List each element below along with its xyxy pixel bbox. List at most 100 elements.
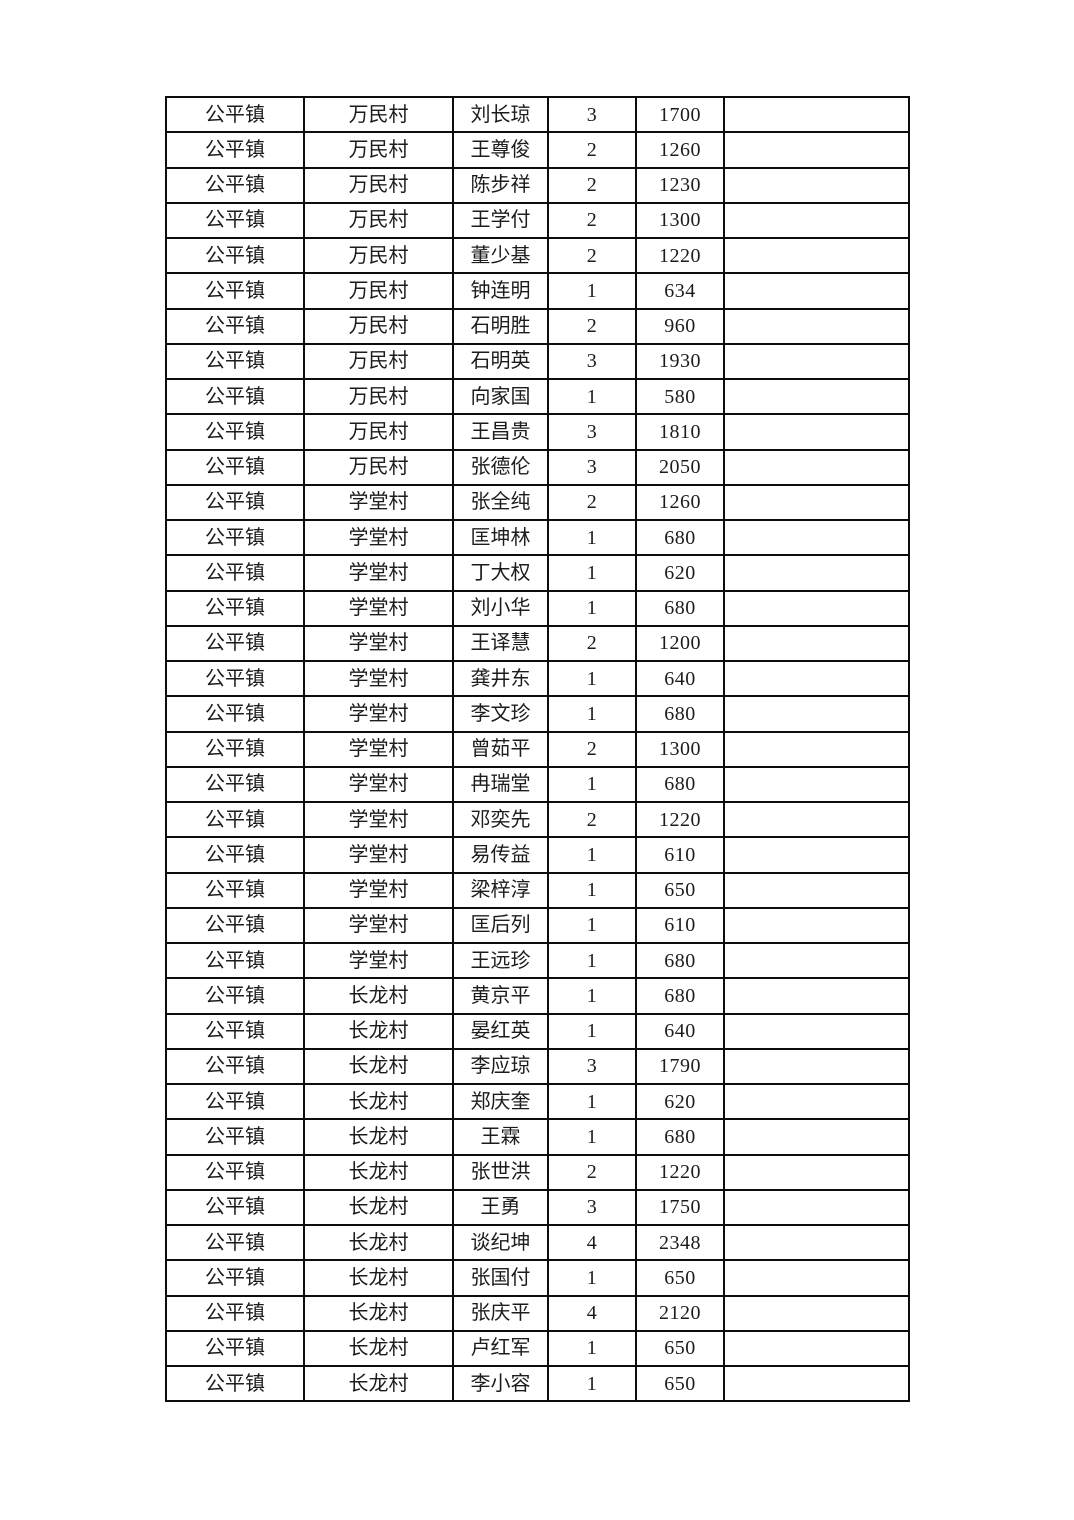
cell-amount: 1300 bbox=[635, 201, 725, 240]
cell-amount: 960 bbox=[635, 307, 725, 345]
cell-village: 长龙村 bbox=[303, 1223, 454, 1262]
cell-town: 公平镇 bbox=[165, 800, 305, 839]
cell-person-name: 郑庆奎 bbox=[452, 1082, 549, 1121]
table-row: 公平镇 长龙村 卢红军 1 650 bbox=[165, 1329, 910, 1368]
cell-village: 万民村 bbox=[303, 95, 454, 134]
table-row: 公平镇 长龙村 张庆平 4 2120 bbox=[165, 1294, 910, 1332]
cell-note bbox=[723, 624, 910, 663]
cell-count: 2 bbox=[547, 307, 637, 345]
cell-count: 3 bbox=[547, 448, 637, 486]
cell-amount: 680 bbox=[635, 1118, 725, 1156]
cell-village: 长龙村 bbox=[303, 1047, 454, 1086]
cell-note bbox=[723, 1294, 910, 1332]
cell-town: 公平镇 bbox=[165, 1259, 305, 1297]
cell-person-name: 邓奕先 bbox=[452, 800, 549, 839]
cell-count: 2 bbox=[547, 236, 637, 275]
cell-count: 3 bbox=[547, 413, 637, 451]
table-row: 公平镇 万民村 董少基 2 1220 bbox=[165, 236, 910, 275]
cell-count: 1 bbox=[547, 977, 637, 1015]
cell-count: 1 bbox=[547, 836, 637, 874]
cell-count: 2 bbox=[547, 131, 637, 169]
table-row: 公平镇 万民村 向家国 1 580 bbox=[165, 377, 910, 416]
table-row: 公平镇 长龙村 李小容 1 650 bbox=[165, 1364, 910, 1403]
table-row: 公平镇 长龙村 郑庆奎 1 620 bbox=[165, 1082, 910, 1121]
cell-town: 公平镇 bbox=[165, 1364, 305, 1403]
cell-amount: 2120 bbox=[635, 1294, 725, 1332]
cell-note bbox=[723, 1188, 910, 1227]
cell-note bbox=[723, 377, 910, 416]
cell-town: 公平镇 bbox=[165, 589, 305, 627]
table-row: 公平镇 万民村 王昌贵 3 1810 bbox=[165, 413, 910, 451]
cell-amount: 650 bbox=[635, 1329, 725, 1368]
cell-amount: 1200 bbox=[635, 624, 725, 663]
cell-amount: 1220 bbox=[635, 1153, 725, 1191]
cell-village: 万民村 bbox=[303, 201, 454, 240]
cell-town: 公平镇 bbox=[165, 201, 305, 240]
cell-village: 学堂村 bbox=[303, 730, 454, 768]
cell-person-name: 匡后列 bbox=[452, 906, 549, 945]
table-row: 公平镇 长龙村 黄京平 1 680 bbox=[165, 977, 910, 1015]
table-row: 公平镇 学堂村 邓奕先 2 1220 bbox=[165, 800, 910, 839]
table-row: 公平镇 长龙村 王勇 3 1750 bbox=[165, 1188, 910, 1227]
cell-count: 2 bbox=[547, 166, 637, 204]
cell-amount: 1220 bbox=[635, 800, 725, 839]
cell-note bbox=[723, 589, 910, 627]
cell-person-name: 王霖 bbox=[452, 1118, 549, 1156]
cell-note bbox=[723, 1153, 910, 1191]
cell-village: 万民村 bbox=[303, 131, 454, 169]
cell-town: 公平镇 bbox=[165, 695, 305, 733]
cell-amount: 1230 bbox=[635, 166, 725, 204]
cell-town: 公平镇 bbox=[165, 377, 305, 416]
cell-town: 公平镇 bbox=[165, 941, 305, 980]
cell-village: 长龙村 bbox=[303, 1188, 454, 1227]
cell-note bbox=[723, 236, 910, 275]
cell-village: 长龙村 bbox=[303, 1082, 454, 1121]
cell-note bbox=[723, 695, 910, 733]
cell-person-name: 张庆平 bbox=[452, 1294, 549, 1332]
cell-person-name: 黄京平 bbox=[452, 977, 549, 1015]
cell-town: 公平镇 bbox=[165, 1188, 305, 1227]
cell-person-name: 冉瑞堂 bbox=[452, 765, 549, 804]
cell-amount: 1750 bbox=[635, 1188, 725, 1227]
table-row: 公平镇 学堂村 梁梓淳 1 650 bbox=[165, 871, 910, 909]
cell-town: 公平镇 bbox=[165, 1223, 305, 1262]
cell-person-name: 钟连明 bbox=[452, 272, 549, 310]
cell-amount: 650 bbox=[635, 871, 725, 909]
cell-note bbox=[723, 871, 910, 909]
cell-amount: 680 bbox=[635, 977, 725, 1015]
cell-village: 万民村 bbox=[303, 377, 454, 416]
cell-note bbox=[723, 1259, 910, 1297]
cell-town: 公平镇 bbox=[165, 1047, 305, 1086]
table-row: 公平镇 学堂村 王译慧 2 1200 bbox=[165, 624, 910, 663]
cell-village: 学堂村 bbox=[303, 659, 454, 698]
cell-village: 长龙村 bbox=[303, 1294, 454, 1332]
cell-town: 公平镇 bbox=[165, 272, 305, 310]
cell-note bbox=[723, 906, 910, 945]
cell-person-name: 张全纯 bbox=[452, 483, 549, 522]
cell-village: 万民村 bbox=[303, 166, 454, 204]
cell-village: 长龙村 bbox=[303, 1153, 454, 1191]
cell-count: 1 bbox=[547, 1118, 637, 1156]
cell-village: 长龙村 bbox=[303, 1118, 454, 1156]
cell-town: 公平镇 bbox=[165, 730, 305, 768]
table-row: 公平镇 长龙村 王霖 1 680 bbox=[165, 1118, 910, 1156]
cell-village: 学堂村 bbox=[303, 906, 454, 945]
cell-note bbox=[723, 483, 910, 522]
cell-count: 1 bbox=[547, 589, 637, 627]
cell-count: 3 bbox=[547, 1188, 637, 1227]
cell-town: 公平镇 bbox=[165, 1012, 305, 1050]
cell-village: 长龙村 bbox=[303, 977, 454, 1015]
cell-count: 3 bbox=[547, 342, 637, 381]
cell-town: 公平镇 bbox=[165, 483, 305, 522]
cell-note bbox=[723, 1082, 910, 1121]
cell-village: 学堂村 bbox=[303, 800, 454, 839]
cell-town: 公平镇 bbox=[165, 871, 305, 909]
cell-person-name: 石明胜 bbox=[452, 307, 549, 345]
cell-village: 万民村 bbox=[303, 413, 454, 451]
cell-village: 万民村 bbox=[303, 448, 454, 486]
cell-village: 学堂村 bbox=[303, 518, 454, 557]
cell-town: 公平镇 bbox=[165, 1153, 305, 1191]
cell-count: 1 bbox=[547, 659, 637, 698]
cell-person-name: 王学付 bbox=[452, 201, 549, 240]
cell-amount: 680 bbox=[635, 941, 725, 980]
